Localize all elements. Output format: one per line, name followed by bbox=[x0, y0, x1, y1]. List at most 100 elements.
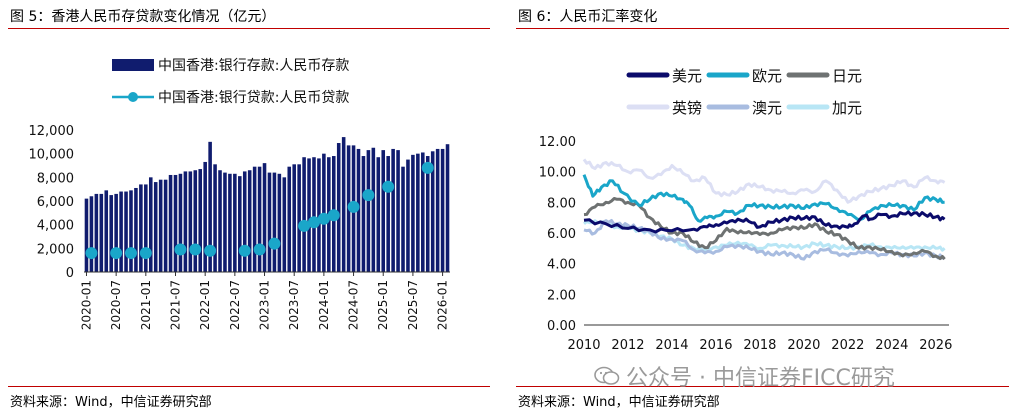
figure-5-panel: 图 5：香港人民币存贷款变化情况（亿元） 中国香港:银行存款:人民币存款 中国香港… bbox=[0, 0, 500, 420]
deposit-bar bbox=[282, 177, 287, 272]
y-tick-label: 0 bbox=[66, 266, 74, 281]
x-tick-label: 2022-07 bbox=[228, 280, 242, 330]
deposit-bar bbox=[203, 161, 207, 272]
y-tick-label: 2,000 bbox=[37, 242, 74, 257]
deposit-bar bbox=[148, 177, 153, 272]
deposit-bar bbox=[386, 156, 390, 272]
figure-5-bottom-rule bbox=[8, 386, 490, 387]
deposit-bar bbox=[144, 184, 148, 272]
deposit-bar bbox=[396, 150, 400, 272]
legend-label: 加元 bbox=[832, 99, 862, 117]
deposit-bar bbox=[242, 171, 247, 272]
legend-label-deposit: 中国香港:银行存款:人民币存款 bbox=[158, 58, 349, 74]
deposit-bar bbox=[376, 157, 381, 272]
y-tick-label: 8,000 bbox=[37, 171, 74, 186]
deposit-bar bbox=[119, 191, 123, 272]
deposit-bar bbox=[356, 148, 361, 272]
series-line-1 bbox=[582, 174, 945, 223]
y-tick-label: 0.00 bbox=[547, 319, 576, 334]
y-tick-label: 10.00 bbox=[539, 166, 576, 181]
deposit-bar bbox=[317, 158, 321, 272]
x-tick-label: 2020 bbox=[787, 338, 820, 353]
loan-point bbox=[139, 247, 152, 260]
legend-label: 欧元 bbox=[752, 67, 782, 85]
deposit-bar bbox=[371, 147, 376, 272]
loan-points bbox=[85, 161, 434, 260]
figure-6-top-rule bbox=[516, 28, 1009, 29]
figure-5-title: 图 5：香港人民币存贷款变化情况（亿元） bbox=[10, 9, 276, 25]
loan-point bbox=[253, 243, 266, 256]
figure-6-source: 资料来源：Wind，中信证券研究部 bbox=[518, 395, 720, 410]
y-tick-label: 6,000 bbox=[37, 195, 74, 210]
deposit-bar bbox=[208, 141, 212, 272]
deposit-bar bbox=[272, 172, 277, 272]
loan-point bbox=[124, 247, 137, 260]
figure-6-title: 图 6：人民币汇率变化 bbox=[518, 9, 658, 25]
deposit-bar bbox=[287, 166, 292, 272]
deposit-bar bbox=[99, 193, 104, 272]
x-tick-label: 2024-01 bbox=[317, 280, 331, 330]
y-tick-label: 6.00 bbox=[547, 227, 576, 242]
y-tick-label: 4,000 bbox=[37, 219, 74, 234]
figure-6-panel: 图 6：人民币汇率变化 美元 欧元 日元 英镑 澳元 加元 0.00 2.00 4.00 6.00… bbox=[512, 0, 1023, 420]
deposit-bar bbox=[233, 173, 237, 272]
deposit-bar bbox=[430, 151, 435, 272]
deposit-bar bbox=[336, 143, 341, 272]
series-line-3 bbox=[582, 158, 946, 204]
deposit-bar bbox=[134, 187, 138, 272]
loan-point bbox=[362, 189, 375, 202]
x-tick-label: 2026 bbox=[919, 338, 952, 353]
deposit-bar bbox=[257, 166, 262, 272]
x-tick-label: 2020-01 bbox=[79, 280, 93, 330]
deposit-bar bbox=[124, 191, 128, 272]
x-tick-label: 2022-01 bbox=[198, 280, 212, 330]
figure-6-bottom-rule bbox=[516, 386, 1009, 387]
deposit-bar bbox=[238, 176, 242, 272]
loan-point bbox=[174, 243, 187, 256]
deposit-bar bbox=[158, 179, 163, 272]
wechat-icon bbox=[594, 366, 620, 386]
legend-swatch-deposit bbox=[112, 59, 154, 71]
deposit-bar bbox=[188, 171, 193, 272]
deposit-bars bbox=[84, 137, 450, 272]
deposit-bar bbox=[193, 170, 198, 272]
deposit-bar bbox=[361, 156, 366, 272]
deposit-bar bbox=[163, 179, 168, 272]
series-line-4 bbox=[583, 219, 945, 261]
series-lines bbox=[582, 158, 946, 261]
y-tick-label: 12,000 bbox=[29, 124, 75, 139]
deposit-bar bbox=[198, 169, 203, 272]
deposit-bar bbox=[341, 137, 346, 272]
deposit-bar bbox=[252, 166, 257, 272]
y-tick-label: 4.00 bbox=[547, 258, 576, 273]
deposit-bar bbox=[416, 153, 420, 272]
loan-point bbox=[238, 244, 251, 257]
deposit-bar bbox=[247, 170, 252, 272]
deposit-bar bbox=[421, 152, 425, 272]
x-tick-label: 2024-07 bbox=[347, 280, 361, 330]
deposit-bar bbox=[109, 195, 113, 272]
deposit-bar bbox=[411, 154, 415, 272]
watermark: 公众号 · 中信证券FICC研究 bbox=[594, 360, 895, 392]
deposit-bar bbox=[139, 184, 143, 272]
figure-5-source: 资料来源：Wind，中信证券研究部 bbox=[10, 395, 212, 410]
deposit-bar bbox=[440, 148, 445, 272]
x-tick-label: 2021-01 bbox=[139, 280, 153, 330]
loan-point bbox=[327, 209, 340, 222]
deposit-bar bbox=[168, 174, 173, 272]
deposit-bar bbox=[153, 182, 158, 272]
deposit-bar bbox=[277, 173, 282, 272]
loan-point bbox=[85, 247, 98, 260]
legend-label: 日元 bbox=[832, 67, 862, 85]
deposit-bar bbox=[173, 174, 178, 272]
x-tick-label: 2021-07 bbox=[169, 280, 183, 330]
watermark-text: 公众号 · 中信证券FICC研究 bbox=[626, 366, 895, 391]
x-tick-label: 2023-07 bbox=[287, 280, 301, 330]
series-line-0 bbox=[583, 210, 946, 234]
deposit-bar bbox=[401, 166, 405, 272]
deposit-bar bbox=[366, 150, 371, 272]
x-tick-label: 2010 bbox=[567, 338, 600, 353]
x-tick-label: 2014 bbox=[655, 338, 688, 353]
deposit-bar bbox=[213, 164, 217, 272]
